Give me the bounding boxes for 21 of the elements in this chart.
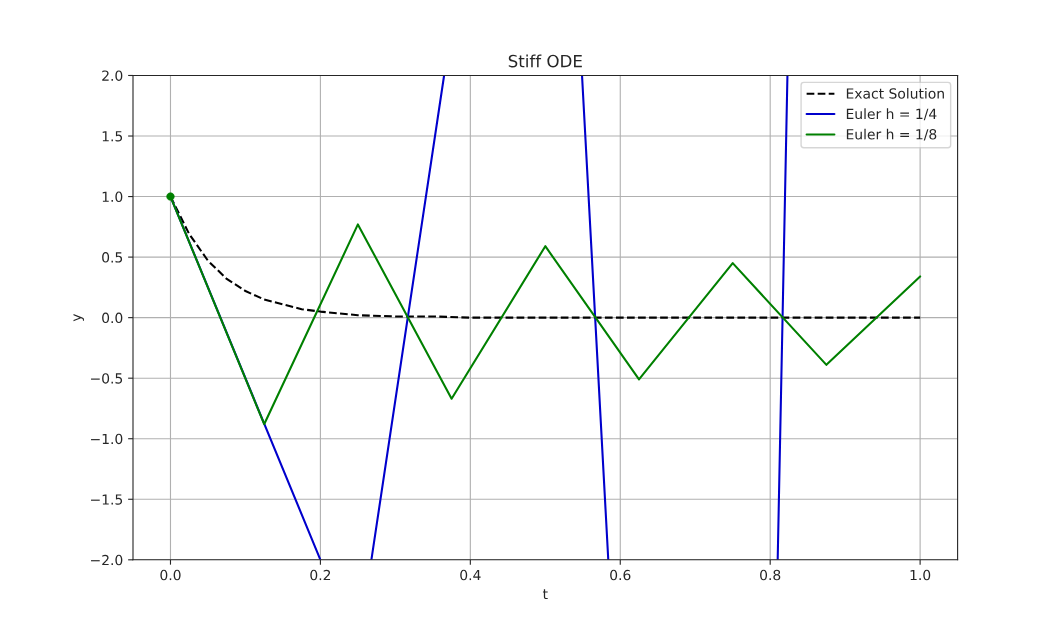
- y-tick-label: 2.0: [102, 70, 123, 81]
- legend-label: Euler h = 1/4: [846, 108, 937, 121]
- chart-title: Stiff ODE: [508, 54, 582, 68]
- x-tick-label: 0.0: [160, 569, 181, 581]
- y-tick-label: −1.5: [91, 494, 123, 505]
- x-axis-title: t: [542, 589, 548, 600]
- x-tick-label: 0.8: [760, 569, 781, 581]
- y-tick-label: −0.5: [91, 373, 123, 384]
- x-tick-label: 0.4: [460, 569, 481, 581]
- y-tick-label: 0.5: [102, 252, 123, 263]
- legend-label: Exact Solution: [846, 87, 944, 99]
- y-tick-label: 1.5: [102, 131, 123, 142]
- y-tick-label: −1.0: [91, 433, 123, 445]
- y-tick-label: −2.0: [91, 554, 123, 566]
- x-tick-label: 1.0: [910, 569, 931, 581]
- x-tick-label: 0.6: [610, 569, 631, 581]
- y-tick-label: 0.0: [102, 312, 123, 324]
- x-tick-label: 0.2: [310, 569, 331, 581]
- y-axis-title: y: [73, 313, 84, 322]
- y-tick-label: 1.0: [102, 191, 123, 203]
- legend-label: Euler h = 1/8: [846, 128, 937, 141]
